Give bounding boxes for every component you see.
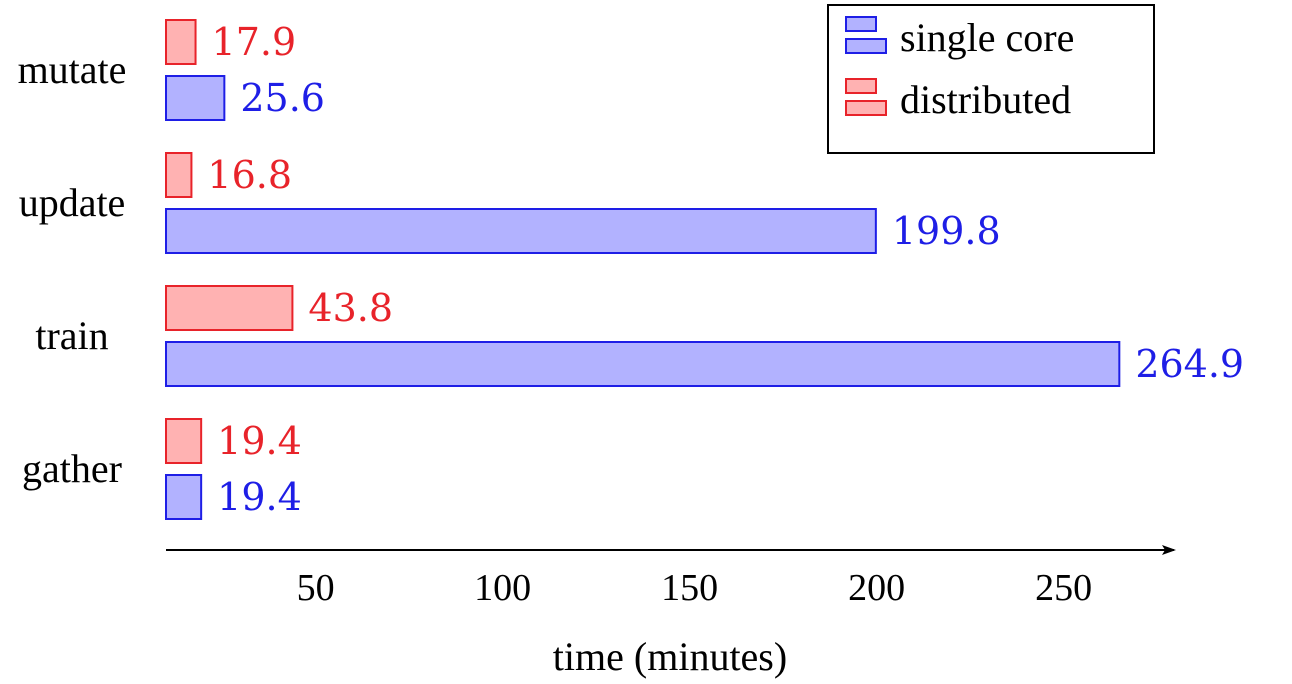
x-tick-label-50: 50 bbox=[297, 567, 335, 609]
legend: single core distributed bbox=[827, 4, 1155, 154]
legend-label-single-core: single core bbox=[900, 15, 1074, 60]
bar-train-distributed bbox=[165, 285, 294, 331]
value-label-update-distributed: 16.8 bbox=[207, 153, 292, 197]
legend-swatch-distributed-bottom bbox=[845, 100, 887, 116]
bars-layer bbox=[165, 19, 1121, 520]
bar-gather-distributed bbox=[165, 418, 203, 464]
bar-gather-single-core bbox=[165, 474, 203, 520]
legend-swatch-single-core-top bbox=[845, 16, 877, 32]
x-axis-title: time (minutes) bbox=[553, 634, 787, 679]
value-labels-layer: 17.9 25.6 16.8 199.8 43.8 264.9 19.4 19.4 bbox=[207, 20, 1244, 519]
legend-swatch-distributed-top bbox=[845, 78, 877, 94]
value-label-gather-single-core: 19.4 bbox=[217, 475, 302, 519]
bar-train-single-core bbox=[165, 341, 1121, 387]
bar-update-distributed bbox=[165, 152, 193, 198]
category-label-mutate: mutate bbox=[18, 47, 127, 92]
x-tick-labels: 50 100 150 200 250 bbox=[297, 567, 1092, 609]
bar-update-single-core bbox=[165, 208, 877, 254]
value-label-update-single-core: 199.8 bbox=[892, 209, 1001, 253]
value-label-mutate-single-core: 25.6 bbox=[240, 76, 325, 120]
x-tick-label-200: 200 bbox=[848, 567, 905, 609]
value-label-train-single-core: 264.9 bbox=[1135, 342, 1244, 386]
category-label-gather: gather bbox=[22, 446, 122, 491]
category-labels-layer: mutate update train gather bbox=[18, 47, 127, 491]
legend-swatch-single-core-bottom bbox=[845, 38, 887, 54]
value-label-mutate-distributed: 17.9 bbox=[212, 20, 297, 64]
legend-box bbox=[827, 4, 1155, 154]
value-label-train-distributed: 43.8 bbox=[308, 286, 393, 330]
legend-label-distributed: distributed bbox=[900, 77, 1071, 122]
x-tick-label-100: 100 bbox=[474, 567, 531, 609]
category-label-train: train bbox=[35, 313, 108, 358]
x-tick-label-150: 150 bbox=[661, 567, 718, 609]
bar-mutate-single-core bbox=[165, 75, 226, 121]
value-label-gather-distributed: 19.4 bbox=[217, 419, 302, 463]
x-tick-label-250: 250 bbox=[1035, 567, 1092, 609]
category-label-update: update bbox=[19, 180, 126, 225]
bar-mutate-distributed bbox=[165, 19, 197, 65]
